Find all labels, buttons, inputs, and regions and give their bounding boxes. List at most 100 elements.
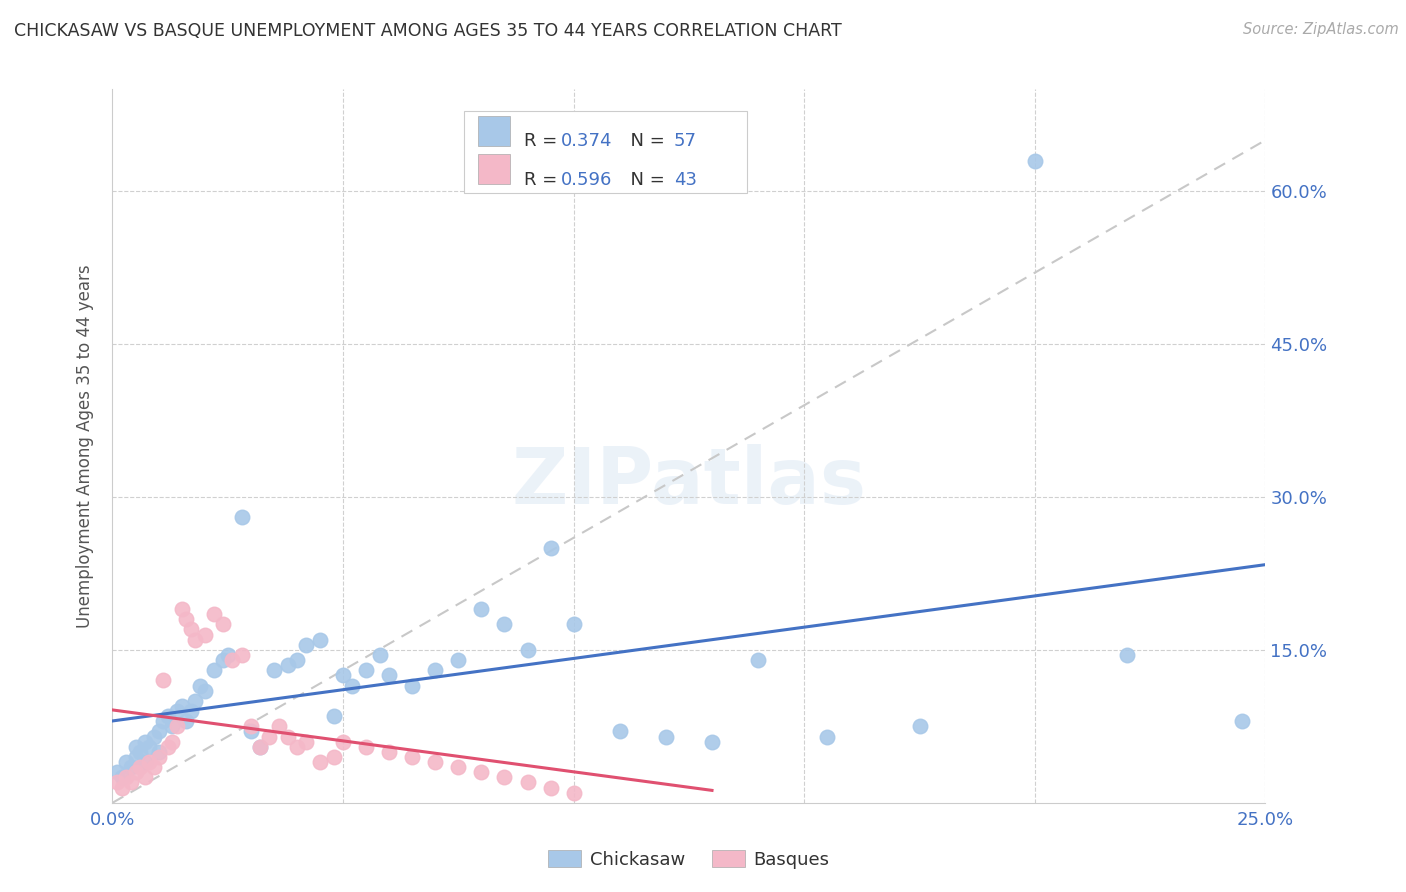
Text: R =: R = (524, 170, 562, 188)
Point (129, 760, 152, 774)
Point (354, 739, 377, 754)
Point (540, 541, 562, 555)
Point (184, 632, 207, 647)
Point (138, 739, 160, 754)
Point (249, 739, 271, 754)
Point (425, 755, 447, 769)
Point (1232, 714, 1254, 729)
Point (908, 719, 931, 733)
Point (134, 734, 156, 748)
Point (295, 638, 318, 652)
Point (368, 648, 391, 662)
Point (152, 673, 174, 688)
Point (115, 755, 138, 769)
Point (401, 679, 423, 693)
Point (156, 739, 179, 754)
Point (184, 694, 207, 708)
Point (447, 653, 470, 667)
Point (516, 775, 538, 789)
Point (322, 709, 344, 723)
Point (174, 714, 197, 729)
Point (342, 679, 364, 693)
Point (105, 775, 128, 789)
Point (170, 698, 193, 713)
Point (249, 739, 271, 754)
Point (148, 724, 170, 739)
Point (378, 745, 401, 759)
Point (239, 719, 262, 733)
Point (105, 765, 128, 780)
Text: 43: 43 (673, 170, 697, 188)
Point (322, 750, 344, 764)
Point (231, 510, 253, 524)
Point (180, 623, 202, 637)
Point (202, 663, 225, 677)
Point (259, 730, 281, 744)
Y-axis label: Unemployment Among Ages 35 to 44 years: Unemployment Among Ages 35 to 44 years (76, 264, 94, 628)
Point (285, 653, 308, 667)
Point (332, 668, 354, 682)
Point (332, 734, 354, 748)
Text: R =: R = (524, 132, 562, 150)
Point (263, 663, 285, 677)
Text: Source: ZipAtlas.com: Source: ZipAtlas.com (1243, 22, 1399, 37)
Point (354, 663, 377, 677)
Point (540, 780, 562, 795)
Text: 0.596: 0.596 (561, 170, 613, 188)
Point (221, 653, 243, 667)
Point (1024, 153, 1046, 168)
Point (277, 658, 299, 673)
Point (166, 719, 188, 733)
FancyBboxPatch shape (478, 116, 510, 146)
Point (202, 607, 225, 622)
Point (156, 709, 179, 723)
Point (401, 750, 423, 764)
Point (562, 786, 585, 800)
Point (815, 730, 838, 744)
Point (129, 745, 152, 759)
Point (1116, 648, 1139, 662)
Point (239, 724, 262, 739)
Point (747, 653, 769, 667)
Point (700, 734, 723, 748)
Point (494, 617, 516, 632)
Point (516, 643, 538, 657)
Point (267, 719, 290, 733)
Point (134, 770, 156, 784)
Point (174, 612, 197, 626)
Point (655, 730, 678, 744)
Point (111, 780, 134, 795)
Point (470, 765, 492, 780)
Text: 0.374: 0.374 (561, 132, 613, 150)
Point (162, 734, 184, 748)
Point (162, 719, 184, 733)
Point (111, 770, 134, 784)
Point (295, 734, 318, 748)
Point (148, 745, 170, 759)
Point (309, 632, 332, 647)
Point (277, 730, 299, 744)
Text: N =: N = (619, 132, 671, 150)
Point (124, 739, 146, 754)
Point (309, 755, 332, 769)
Point (470, 602, 492, 616)
Point (609, 724, 631, 739)
Point (115, 770, 138, 784)
Point (120, 760, 142, 774)
Text: 57: 57 (673, 132, 697, 150)
Point (212, 617, 235, 632)
Point (212, 653, 235, 667)
Point (120, 775, 142, 789)
Point (180, 704, 202, 718)
Point (194, 627, 217, 641)
Point (152, 714, 174, 729)
Point (425, 663, 447, 677)
Point (124, 765, 146, 780)
Point (170, 602, 193, 616)
Text: N =: N = (619, 170, 671, 188)
Point (231, 648, 253, 662)
Text: ZIPatlas: ZIPatlas (512, 443, 866, 520)
Point (143, 730, 166, 744)
Point (285, 739, 308, 754)
Point (447, 760, 470, 774)
